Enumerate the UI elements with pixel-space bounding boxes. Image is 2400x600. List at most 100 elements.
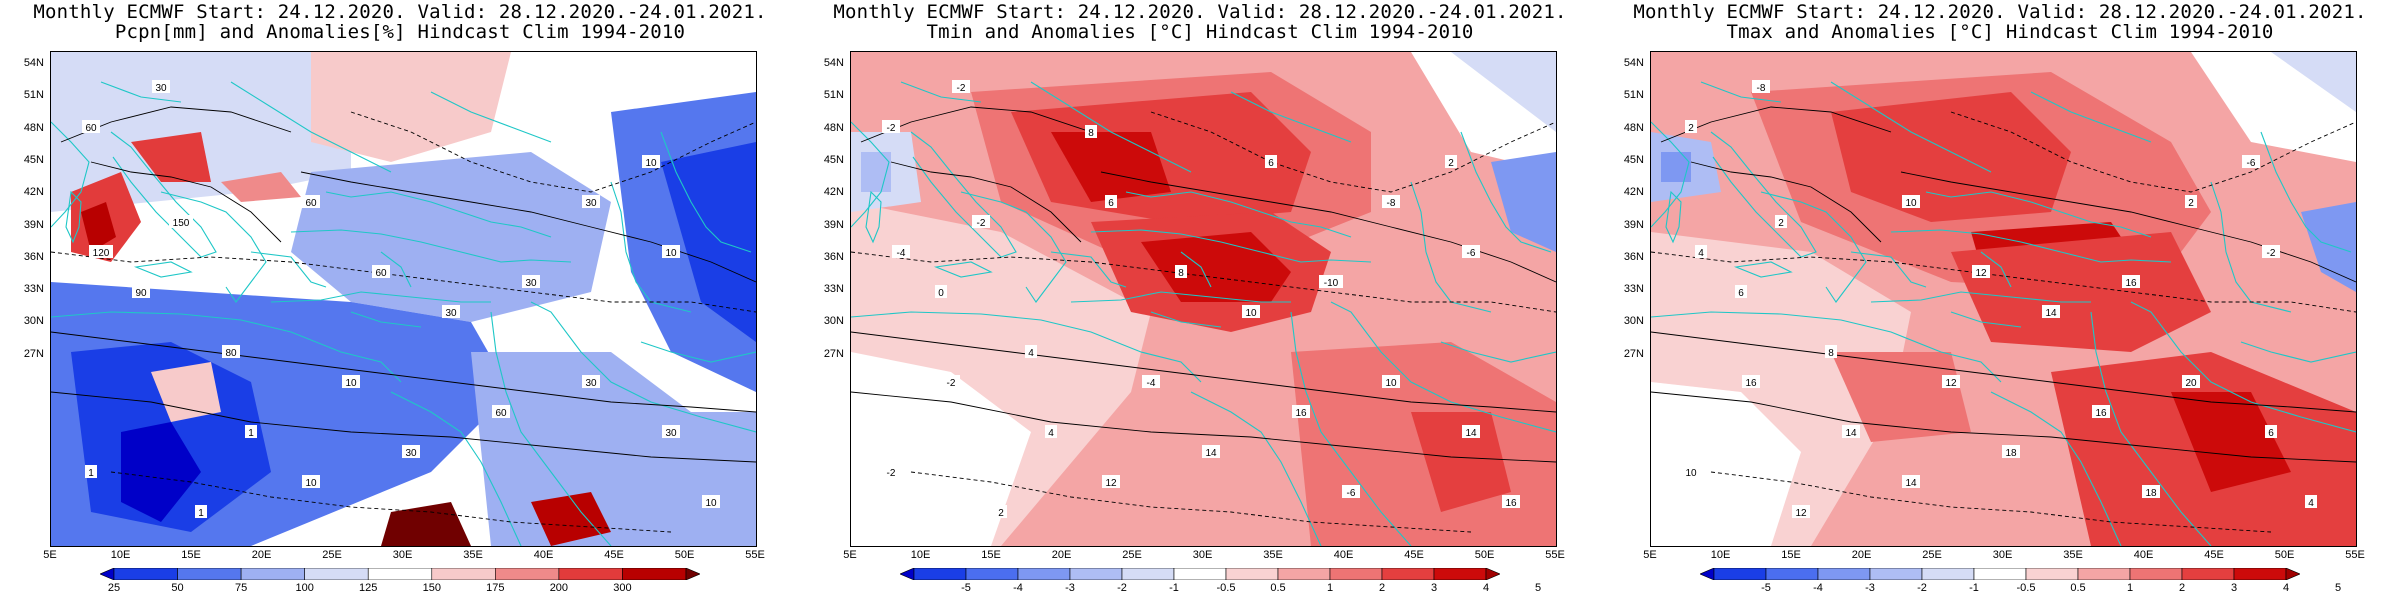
latitude-tick-label: 30N	[823, 315, 844, 328]
contour-label-bg	[492, 405, 510, 418]
coastline	[1440, 341, 1556, 363]
contour-line	[1100, 171, 1556, 283]
contour-label: 1	[248, 428, 254, 439]
contour-label: 14	[1465, 428, 1477, 439]
contour-label-bg	[995, 505, 1007, 518]
contour-label-bg	[2182, 375, 2200, 388]
longitude-tick-label: 55E	[745, 549, 765, 561]
panel-title-line2: Tmax and Anomalies [°C] Hindcast Clim 19…	[1726, 21, 2274, 43]
coastline	[2240, 341, 2356, 363]
contour-label-bg	[169, 215, 193, 228]
latitude-tick-label: 33N	[23, 283, 44, 296]
coastline	[430, 91, 552, 143]
colorbar-swatch	[900, 568, 915, 580]
coastline	[1710, 131, 1817, 258]
longitude-tick-label: 55E	[1545, 549, 1565, 561]
coastline	[910, 131, 1017, 258]
contour-label: 150	[173, 218, 190, 229]
longitude-tick-label: 45E	[2204, 549, 2224, 561]
contour-label: 2	[2188, 198, 2194, 209]
contour-label-bg	[942, 375, 960, 388]
contour-label: 16	[1295, 408, 1307, 419]
anomaly-region	[1051, 132, 1171, 202]
contour-label: -2	[2267, 248, 2276, 259]
anomaly-region	[1141, 232, 1291, 302]
contour-label-bg	[522, 275, 540, 288]
contour-label: 120	[93, 248, 110, 259]
contour-label: 6	[2268, 428, 2274, 439]
contour-label-bg	[1735, 285, 1747, 298]
colorbar-swatch	[558, 568, 623, 580]
contour-label-bg	[1175, 265, 1187, 278]
colorbar-tick-label: -4	[1813, 582, 1823, 594]
colorbar-tick-label: 2	[2178, 582, 2186, 594]
anomaly-region	[1491, 152, 1556, 252]
contour-line	[51, 391, 756, 463]
contour-label: -4	[897, 248, 906, 259]
contour-label: 2	[998, 508, 1004, 519]
coastline	[1850, 251, 1927, 288]
latitude-tick-label: 36N	[23, 250, 44, 263]
colorbar	[1700, 568, 2300, 580]
contour-label-bg	[2262, 245, 2280, 258]
contour-label: -6	[1467, 248, 1476, 259]
coastline	[933, 261, 993, 278]
contour-line	[1950, 111, 2356, 193]
contour-label-bg	[82, 120, 100, 133]
longitude-tick-label: 20E	[1051, 549, 1072, 561]
coastline	[660, 131, 752, 253]
longitude-tick-label: 5E	[843, 549, 857, 561]
colorbar-tick-label: 300	[613, 582, 632, 594]
longitude-tick-label: 35E	[2063, 549, 2083, 561]
contour-label: 4	[1028, 348, 1034, 359]
contour-label-bg	[642, 155, 660, 168]
contour-label-bg	[1502, 495, 1520, 508]
latitude-tick-label: 36N	[1623, 250, 1644, 263]
coastline	[65, 190, 82, 244]
contour-line	[51, 251, 756, 313]
contour-label: 2	[1448, 158, 1454, 169]
latitude-tick-label: 42N	[1623, 186, 1644, 199]
contour-label-bg	[662, 245, 680, 258]
contour-label: -2	[957, 83, 966, 94]
latitude-tick-label: 39N	[823, 218, 844, 231]
contour-label: 16	[2125, 278, 2137, 289]
contour-label: 10	[1245, 308, 1257, 319]
colorbar-tick-label: -0.5	[2016, 582, 2036, 594]
contour-label: 0	[938, 288, 944, 299]
anomaly-region	[1951, 232, 2211, 352]
coastline	[270, 291, 491, 303]
coastline	[1230, 91, 1352, 143]
coastline	[1070, 291, 1291, 303]
contour-label: -2	[977, 218, 986, 229]
contour-label: -6	[2247, 158, 2256, 169]
contour-line	[910, 471, 1472, 533]
coastline	[1180, 251, 1212, 288]
contour-label-bg	[972, 215, 990, 228]
map-svg: -2 -2 2 -4 -2 0 4 6 8 10 -10 -8 -6 -2 2 12 14 16 10 14 16 -4 4…	[851, 52, 1556, 546]
contour-label-bg	[935, 285, 947, 298]
contour-line	[1150, 111, 1556, 193]
longitude-tick-label: 25E	[322, 549, 342, 561]
contour-line	[851, 251, 1556, 313]
coastline	[350, 311, 422, 328]
contour-label-bg	[952, 80, 970, 93]
contour-label-bg	[2002, 445, 2020, 458]
colorbar-swatch	[1121, 568, 1175, 580]
coastline	[530, 301, 756, 433]
contour-label: -4	[1147, 378, 1156, 389]
contour-label: -2	[947, 378, 956, 389]
anomaly-region	[1411, 412, 1511, 512]
coastline	[1150, 311, 1222, 328]
map-area: -2 -2 2 -4 -2 0 4 6 8 10 -10 -8 -6 -2 2 12 14 16 10 14 16 -4 4…	[850, 51, 1557, 547]
contour-line	[1651, 391, 2356, 463]
contour-label-bg	[1902, 195, 1920, 208]
latitude-tick-label: 27N	[823, 347, 844, 360]
anomaly-region	[2171, 392, 2291, 492]
latitude-tick-label: 45N	[1623, 153, 1644, 166]
longitude-tick-label: 10E	[110, 549, 131, 561]
contour-label: 6	[1738, 288, 1744, 299]
contour-label-bg	[2092, 405, 2110, 418]
contour-label-bg	[1682, 465, 1700, 478]
coastline	[100, 81, 182, 103]
